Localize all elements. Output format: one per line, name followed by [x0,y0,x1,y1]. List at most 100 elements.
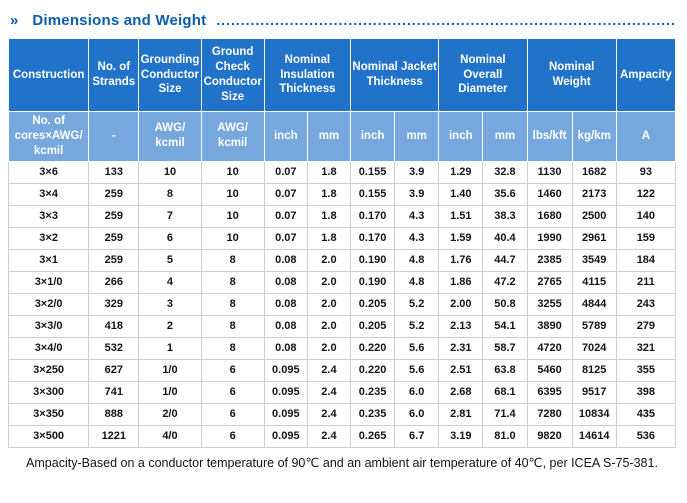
table-cell: 532 [88,336,140,360]
table-cell: 44.7 [482,248,528,272]
table-cell: 1682 [571,160,617,184]
table-cell: 3×6 [7,160,90,184]
table-cell: 9517 [571,380,617,404]
section-title: Dimensions and Weight [32,12,207,29]
table-cell: 5460 [526,358,573,382]
table-cell: 6 [138,226,202,250]
table-cell: 2.4 [306,424,351,448]
column-unit-header: AWG/ kcmil [200,111,265,162]
dimensions-weight-table: Construction No. of Strands Grounding Cond… [7,38,677,448]
table-cell: 7280 [526,402,573,426]
column-group-header: Grounding Conductor Size [138,38,202,112]
column-group-header: Nominal Jacket Thickness [349,38,440,112]
table-row: 3×250 627 1/0 6 0.095 2.4 0.220 5.6 2.51 63.8 5460… [7,358,677,382]
table-cell: 0.220 [349,358,396,382]
table-cell: 14614 [571,424,617,448]
table-cell: 2 [138,314,202,338]
table-cell: 0.08 [263,314,308,338]
table-cell: 4.3 [394,204,440,228]
table-cell: 243 [615,292,677,316]
table-cell: 4720 [526,336,573,360]
table-cell: 0.220 [349,336,396,360]
table-cell: 2173 [571,182,617,206]
table-cell: 0.155 [349,182,396,206]
table-cell: 0.095 [263,424,308,448]
column-group-header: Nominal Weight [526,38,617,112]
table-row: 3×350 888 2/0 6 0.095 2.4 0.235 6.0 2.81 71.4 7280… [7,402,677,426]
section-marker-icon: » [10,12,19,29]
column-unit-header: No. of cores×AWG/ kcmil [7,111,90,162]
table-cell: 47.2 [482,270,528,294]
table-cell: 6.0 [394,402,440,426]
table-cell: 2.0 [306,336,351,360]
table-cell: 1.86 [438,270,484,294]
table-cell: 1680 [526,204,573,228]
table-cell: 2.4 [306,380,351,404]
table-cell: 93 [615,160,677,184]
table-cell: 10 [200,160,265,184]
table-cell: 8 [200,248,265,272]
column-group-header: No. of Strands [88,38,140,112]
table-cell: 4 [138,270,202,294]
table-cell: 741 [88,380,140,404]
table-cell: 0.08 [263,292,308,316]
table-cell: 2.81 [438,402,484,426]
table-cell: 0.190 [349,270,396,294]
table-cell: 3890 [526,314,573,338]
table-cell: 1460 [526,182,573,206]
table-cell: 10 [200,226,265,250]
table-cell: 7 [138,204,202,228]
table-row: 3×2 259 6 10 0.07 1.8 0.170 4.3 1.59 40.4 1990 2961… [7,226,677,250]
table-cell: 2.4 [306,358,351,382]
table-cell: 1/0 [138,358,202,382]
table-cell: 2.13 [438,314,484,338]
table-cell: 0.08 [263,248,308,272]
table-cell: 398 [615,380,677,404]
table-cell: 3.9 [394,182,440,206]
table-cell: 2500 [571,204,617,228]
table-cell: 2961 [571,226,617,250]
table-cell: 2.68 [438,380,484,404]
table-cell: 0.08 [263,270,308,294]
table-cell: 0.07 [263,226,308,250]
table-cell: 1221 [88,424,140,448]
column-unit-header: mm [306,111,351,162]
column-group-header: Ground Check Conductor Size [200,38,265,112]
table-cell: 418 [88,314,140,338]
table-cell: 0.190 [349,248,396,272]
table-row: 3×1 259 5 8 0.08 2.0 0.190 4.8 1.76 44.7 2385 3549 1… [7,248,677,272]
table-cell: 1.59 [438,226,484,250]
table-cell: 3×3/0 [7,314,90,338]
table-cell: 8 [200,336,265,360]
table-cell: 3.9 [394,160,440,184]
column-group-header: Ampacity [615,38,677,112]
table-cell: 0.235 [349,380,396,404]
table-cell: 50.8 [482,292,528,316]
column-unit-header: - [88,111,140,162]
table-cell: 1.40 [438,182,484,206]
column-unit-header: kg/km [571,111,617,162]
table-cell: 5.6 [394,336,440,360]
table-cell: 0.095 [263,402,308,426]
table-cell: 122 [615,182,677,206]
table-cell: 71.4 [482,402,528,426]
table-cell: 8 [138,182,202,206]
table-cell: 435 [615,402,677,426]
table-cell: 38.3 [482,204,528,228]
table-cell: 2.0 [306,314,351,338]
table-cell: 627 [88,358,140,382]
table-cell: 211 [615,270,677,294]
table-cell: 2.00 [438,292,484,316]
table-cell: 4.8 [394,248,440,272]
table-cell: 3×4 [7,182,90,206]
table-cell: 58.7 [482,336,528,360]
table-cell: 5.6 [394,358,440,382]
table-cell: 3×3 [7,204,90,228]
table-cell: 1/0 [138,380,202,404]
table-cell: 5 [138,248,202,272]
column-unit-header: lbs/kft [526,111,573,162]
table-row: 3×3 259 7 10 0.07 1.8 0.170 4.3 1.51 38.3 1680 2500… [7,204,677,228]
table-cell: 3×350 [7,402,90,426]
table-cell: 184 [615,248,677,272]
table-cell: 2.4 [306,402,351,426]
